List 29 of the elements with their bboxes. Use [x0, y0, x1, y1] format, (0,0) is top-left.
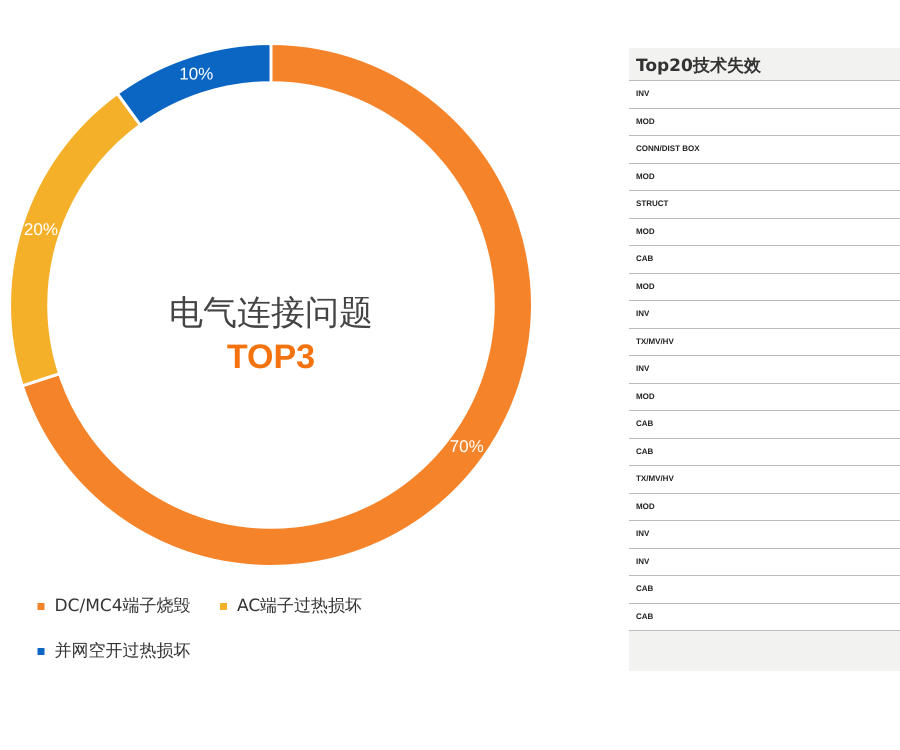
- text: MOD: [629, 218, 900, 246]
- text: TX/MV/HV: [629, 328, 900, 356]
- text: MOD: [629, 494, 900, 521]
- text: STRUCT: [629, 191, 900, 218]
- text: MOD: [629, 384, 900, 411]
- text: MOD: [629, 164, 900, 191]
- text: 电气连接问题: [168, 292, 374, 335]
- text: INV: [629, 356, 900, 384]
- text: INV: [629, 521, 900, 548]
- text: CONN/DIST BOX: [629, 136, 900, 164]
- text: INV: [629, 301, 900, 328]
- text: CAB: [629, 438, 900, 466]
- text: INV: [629, 548, 900, 576]
- legend-label: AC端子过热损坏: [237, 596, 362, 616]
- legend-label: 并网空开过热损坏: [54, 640, 190, 661]
- data-label: 10%: [179, 64, 214, 84]
- legend-label: DC/MC4端子烧毁: [54, 596, 191, 616]
- text: CAB: [629, 246, 900, 274]
- data-label: 20%: [24, 220, 58, 239]
- text: MOD: [629, 274, 900, 301]
- data-label: 70%: [450, 436, 484, 456]
- text: CAB: [629, 411, 900, 438]
- text: MOD: [629, 108, 900, 136]
- text: TX/MV/HV: [629, 466, 900, 494]
- text: CAB: [629, 576, 900, 604]
- text: INV: [629, 81, 900, 108]
- text: TOP3: [226, 338, 316, 377]
- text: CAB: [629, 604, 900, 631]
- text: Top20技术失效: [629, 48, 900, 81]
